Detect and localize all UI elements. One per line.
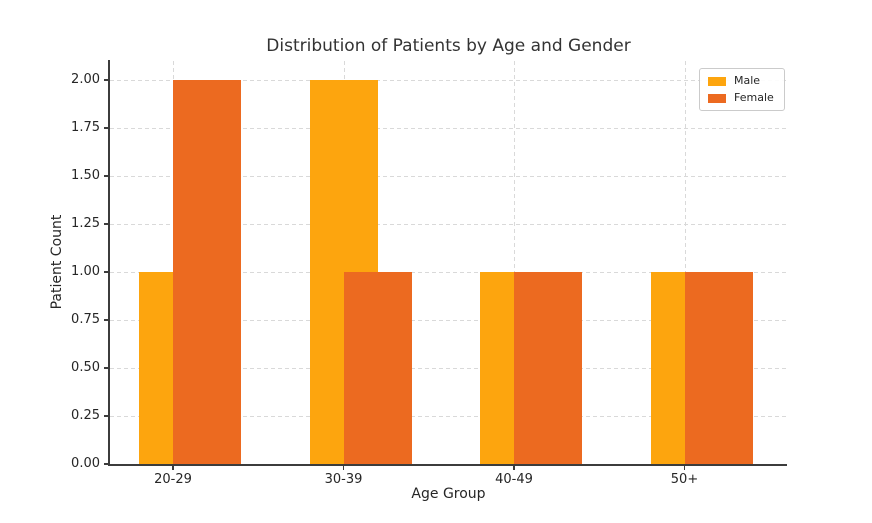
h-gridline [110, 224, 787, 225]
y-axis-spine [108, 60, 111, 466]
x-axis-label: Age Group [411, 486, 486, 502]
y-tick-label: 1.25 [71, 216, 100, 231]
y-tick-mark [104, 79, 109, 81]
v-gridline [684, 60, 686, 464]
x-tick-mark [683, 465, 686, 470]
bar-female-40-49 [514, 272, 582, 464]
h-gridline [110, 368, 787, 369]
y-tick-mark [104, 223, 109, 225]
legend-swatch-female [708, 93, 726, 103]
y-tick-label: 1.50 [71, 168, 100, 183]
y-tick-mark [104, 175, 109, 177]
h-gridline [110, 128, 787, 129]
h-gridline [110, 176, 787, 177]
y-tick-label: 2.00 [71, 72, 100, 87]
y-tick-label: 0.75 [71, 312, 100, 327]
h-gridline [110, 320, 787, 321]
h-gridline [110, 80, 787, 81]
y-tick-mark [104, 271, 109, 273]
y-tick-mark [104, 319, 109, 321]
bar-female-50+ [684, 272, 753, 464]
legend: Male Female [699, 68, 785, 111]
y-axis-label: Patient Count [49, 214, 65, 310]
h-gridline [110, 416, 787, 417]
legend-label-female: Female [734, 91, 774, 104]
x-tick-mark [513, 465, 515, 470]
y-tick-label: 0.25 [71, 408, 100, 423]
y-tick-mark [104, 463, 109, 465]
h-gridline [110, 272, 787, 273]
y-tick-label: 1.75 [71, 120, 100, 135]
legend-swatch-male [708, 76, 726, 86]
y-tick-mark [104, 127, 109, 129]
x-tick-label: 30-39 [324, 472, 363, 487]
legend-item-male: Male [708, 75, 774, 87]
y-tick-label: 0.00 [71, 456, 100, 471]
bar-female-20-29 [173, 80, 241, 464]
x-axis-spine [108, 464, 787, 466]
chart-title: Distribution of Patients by Age and Gend… [266, 36, 631, 56]
v-gridline [514, 60, 515, 464]
legend-item-female: Female [708, 92, 774, 104]
y-tick-mark [104, 367, 109, 369]
x-tick-mark [342, 465, 345, 470]
legend-label-male: Male [734, 74, 761, 87]
x-tick-label: 50+ [670, 472, 699, 487]
y-tick-label: 1.00 [71, 264, 100, 279]
y-tick-mark [104, 415, 109, 417]
y-tick-label: 0.50 [71, 360, 100, 375]
bar-female-30-39 [343, 272, 412, 464]
x-tick-label: 20-29 [154, 472, 192, 487]
x-tick-label: 40-49 [495, 472, 533, 487]
x-tick-mark [172, 465, 174, 470]
